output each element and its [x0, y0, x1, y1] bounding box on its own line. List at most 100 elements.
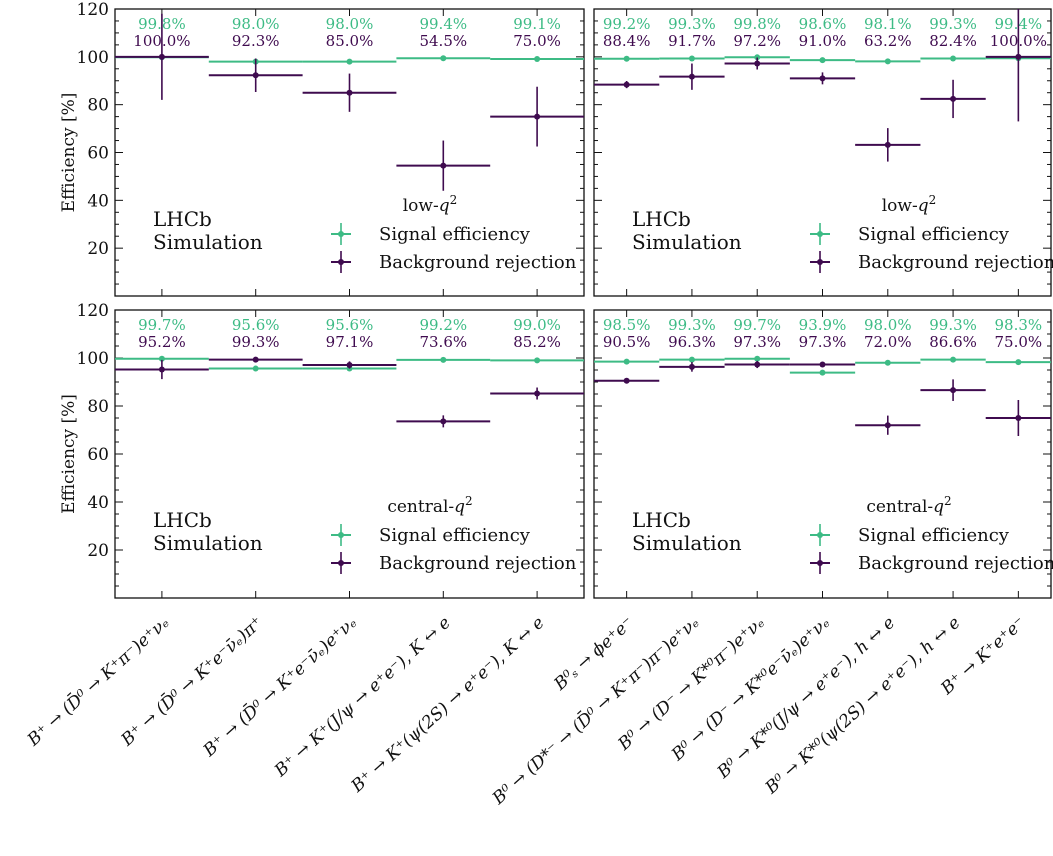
- data-point: [754, 54, 761, 61]
- data-label: 86.6%: [929, 333, 977, 351]
- legend-entry: Background rejection: [379, 252, 577, 273]
- data-point: [884, 58, 891, 65]
- data-point: [950, 55, 957, 62]
- data-label: 82.4%: [929, 32, 977, 50]
- legend-marker: [338, 259, 344, 265]
- data-label: 98.0%: [864, 316, 912, 334]
- data-point: [754, 355, 761, 362]
- data-point: [158, 355, 165, 362]
- data-point: [158, 53, 165, 60]
- data-label: 91.7%: [668, 32, 716, 50]
- data-point: [688, 73, 695, 80]
- y-tick-label: 40: [87, 191, 109, 211]
- data-point: [346, 361, 353, 368]
- legend-marker: [338, 532, 344, 538]
- data-label: 99.4%: [419, 15, 467, 33]
- region-label: central-q2: [387, 494, 472, 517]
- data-point: [623, 358, 630, 365]
- data-label: 73.6%: [419, 333, 467, 351]
- legend-entry: Signal efficiency: [858, 525, 1010, 546]
- legend-entry: Background rejection: [858, 553, 1053, 574]
- data-label: 98.3%: [995, 316, 1043, 334]
- legend-marker: [338, 560, 344, 566]
- data-point: [623, 55, 630, 62]
- data-point: [884, 359, 891, 366]
- data-label: 99.7%: [138, 316, 186, 334]
- data-point: [754, 361, 761, 368]
- data-point: [534, 390, 541, 397]
- data-point: [158, 366, 165, 373]
- data-point: [440, 55, 447, 62]
- data-point: [1015, 53, 1022, 60]
- data-label: 96.3%: [668, 333, 716, 351]
- data-label: 99.0%: [513, 316, 561, 334]
- data-label: 75.0%: [513, 32, 561, 50]
- data-point: [252, 356, 259, 363]
- data-label: 98.0%: [326, 15, 374, 33]
- y-tick-label: 40: [87, 493, 109, 513]
- brand-lhcb: LHCb: [153, 508, 212, 532]
- y-tick-label: 20: [87, 541, 109, 561]
- data-point: [819, 361, 826, 368]
- data-label: 99.1%: [513, 15, 561, 33]
- data-point: [534, 113, 541, 120]
- data-label: 99.2%: [603, 15, 651, 33]
- region-label: low-q2: [882, 193, 937, 216]
- data-point: [252, 72, 259, 79]
- data-label: 99.3%: [232, 333, 280, 351]
- y-tick-label: 20: [87, 239, 109, 259]
- legend-entry: Background rejection: [858, 252, 1053, 273]
- brand-simulation: Simulation: [632, 230, 742, 254]
- data-point: [440, 162, 447, 169]
- data-label: 99.3%: [929, 15, 977, 33]
- data-point: [950, 95, 957, 102]
- data-label: 85.0%: [326, 32, 374, 50]
- data-point: [688, 363, 695, 370]
- legend-marker: [817, 560, 823, 566]
- brand-lhcb: LHCb: [632, 207, 691, 231]
- y-tick-label: 100: [77, 349, 109, 369]
- data-label: 91.0%: [799, 32, 847, 50]
- data-point: [440, 356, 447, 363]
- data-label: 63.2%: [864, 32, 912, 50]
- data-point: [819, 369, 826, 376]
- y-tick-label: 80: [87, 397, 109, 417]
- data-label: 95.2%: [138, 333, 186, 351]
- legend-entry: Signal efficiency: [379, 525, 531, 546]
- data-point: [346, 58, 353, 65]
- legend-entry: Background rejection: [379, 553, 577, 574]
- y-tick-label: 120: [77, 0, 109, 20]
- data-point: [819, 75, 826, 82]
- region-label: low-q2: [403, 193, 458, 216]
- data-point: [950, 356, 957, 363]
- y-tick-label: 120: [77, 301, 109, 321]
- data-point: [819, 57, 826, 64]
- data-point: [688, 356, 695, 363]
- data-point: [252, 365, 259, 372]
- y-tick-label: 80: [87, 96, 109, 116]
- data-label: 75.0%: [995, 333, 1043, 351]
- data-point: [623, 81, 630, 88]
- legend-marker: [817, 231, 823, 237]
- legend-entry: Signal efficiency: [858, 224, 1010, 245]
- brand-simulation: Simulation: [632, 531, 742, 555]
- data-point: [534, 55, 541, 62]
- data-label: 99.3%: [929, 316, 977, 334]
- data-label: 92.3%: [232, 32, 280, 50]
- brand-lhcb: LHCb: [632, 508, 691, 532]
- data-label: 99.3%: [668, 15, 716, 33]
- panel-top-right: 99.2% 99.3% 99.8% 98.6% 98.1% 99.3% 99.4%88.4%…: [593, 8, 1053, 297]
- data-label: 90.5%: [603, 333, 651, 351]
- data-label: 97.1%: [326, 333, 374, 351]
- data-label: 95.6%: [326, 316, 374, 334]
- brand-lhcb: LHCb: [153, 207, 212, 231]
- data-point: [688, 55, 695, 62]
- y-tick-label: 60: [87, 445, 109, 465]
- data-point: [1015, 415, 1022, 421]
- data-point: [884, 141, 891, 148]
- data-label: 98.5%: [603, 316, 651, 334]
- data-label: 98.6%: [799, 15, 847, 33]
- region-label: central-q2: [866, 494, 951, 517]
- legend-entry: Signal efficiency: [379, 224, 531, 245]
